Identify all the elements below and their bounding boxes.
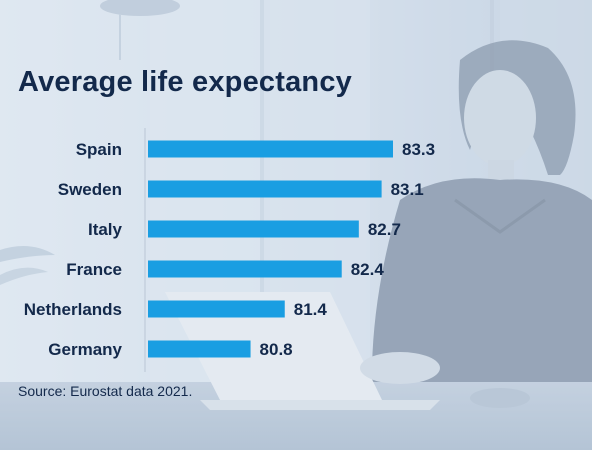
value-label: 82.7 — [368, 220, 401, 239]
value-label: 81.4 — [294, 300, 328, 319]
bars-layer: Spain 83.3 Sweden 83.1 Italy 82.7 France 82.4 Ne… — [24, 140, 435, 359]
category-label: France — [66, 260, 122, 279]
category-label: Italy — [88, 220, 123, 239]
bar-sweden — [148, 180, 382, 198]
bar-italy — [148, 220, 359, 238]
bar-france — [148, 260, 342, 278]
category-label: Germany — [48, 340, 122, 359]
value-label: 82.4 — [351, 260, 385, 279]
bar-netherlands — [148, 300, 285, 318]
category-label: Spain — [76, 140, 122, 159]
value-label: 83.3 — [402, 140, 435, 159]
category-label: Netherlands — [24, 300, 122, 319]
bar-germany — [148, 340, 251, 358]
value-label: 80.8 — [260, 340, 293, 359]
bar-spain — [148, 140, 393, 158]
chart-title: Average life expectancy — [18, 66, 352, 98]
category-label: Sweden — [58, 180, 122, 199]
source-note: Source: Eurostat data 2021. — [18, 383, 193, 399]
value-label: 83.1 — [391, 180, 424, 199]
